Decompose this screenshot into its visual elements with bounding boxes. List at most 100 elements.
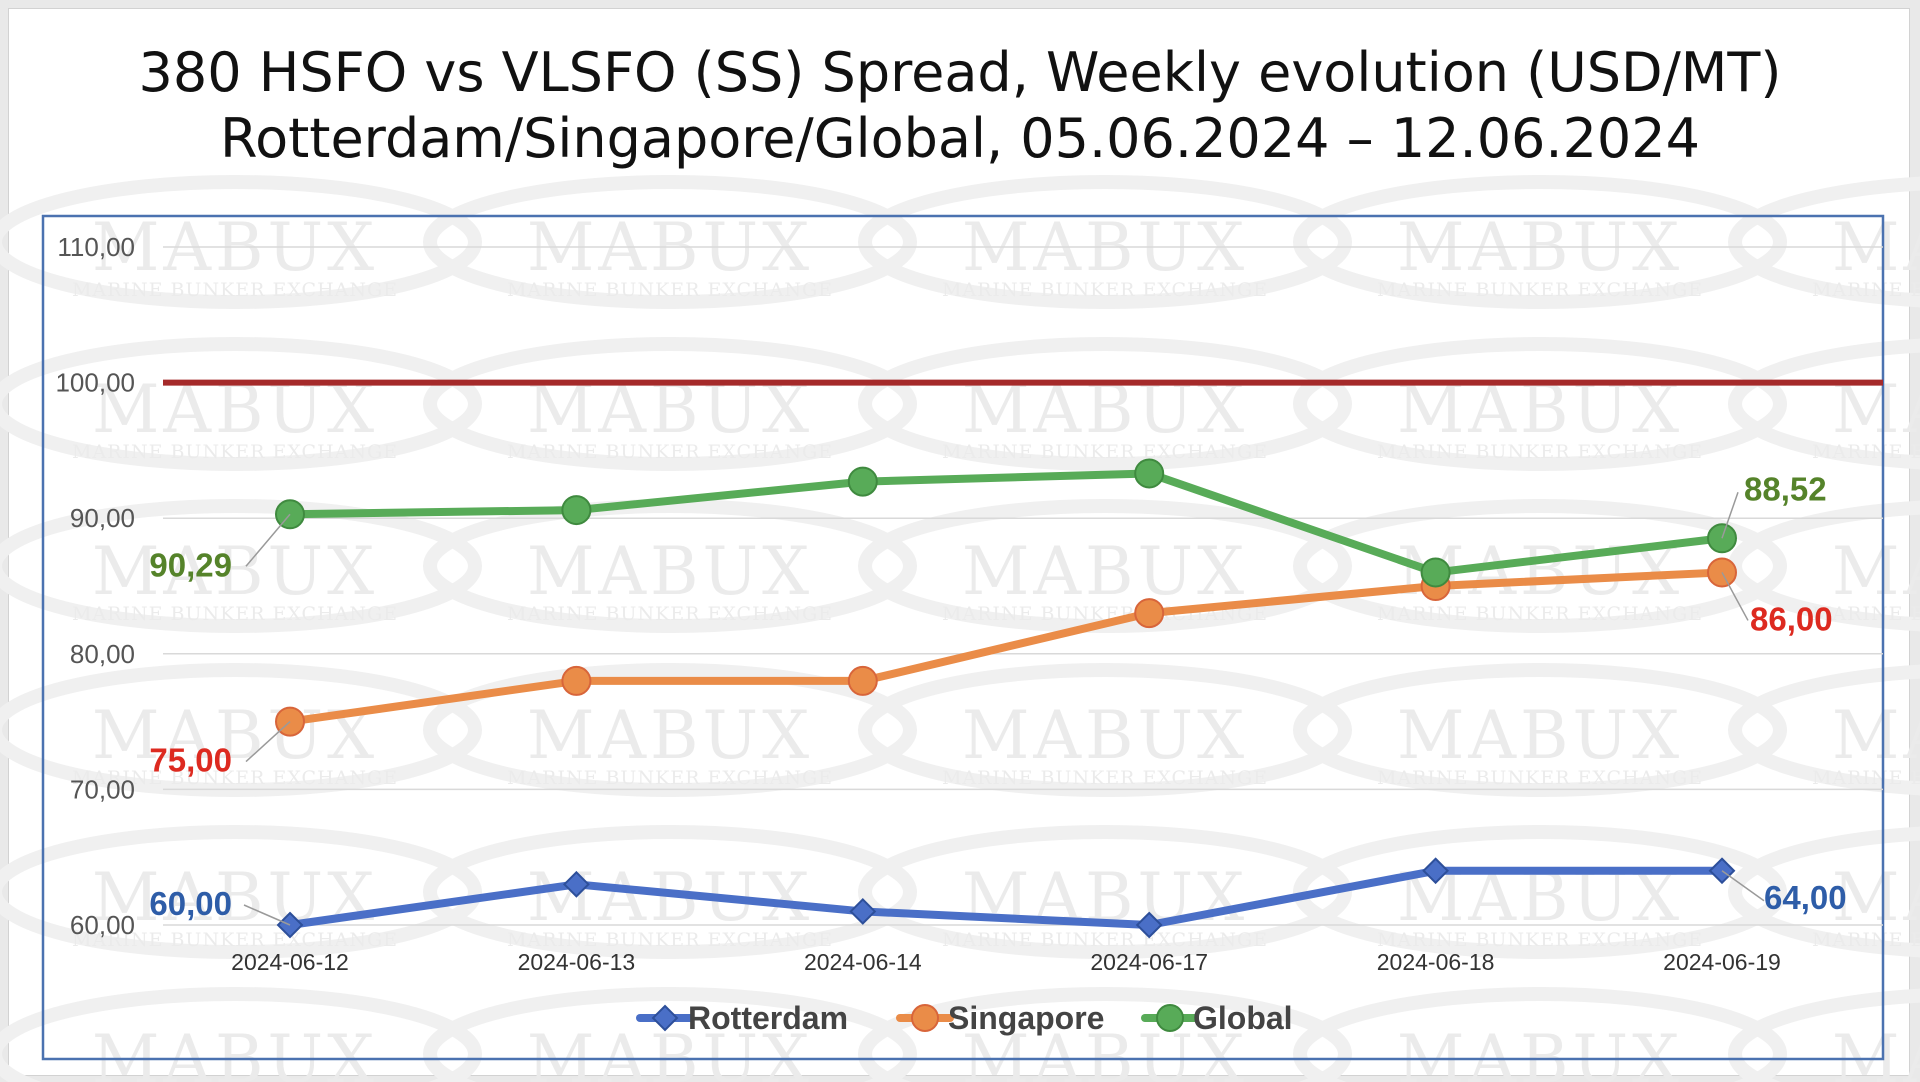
y-axis-ticks: 60,00 70,00 80,00 90,00 100,00 110,00 — [55, 232, 135, 940]
singapore-start-label: 75,00 — [149, 742, 232, 779]
y-tick-label: 70,00 — [70, 774, 135, 804]
watermark-tagline: MARINE BUNKER EXCHANGE — [942, 279, 1268, 301]
rotterdam-start-leader — [243, 904, 291, 926]
watermark-brand: MABUX — [92, 697, 378, 774]
data-labels: 60,00 64,00 75,00 86,00 90,29 88,52 — [149, 470, 1847, 926]
x-tick-label: 2024-06-13 — [518, 949, 636, 975]
watermark-brand: MABUX — [1832, 1021, 1920, 1082]
x-tick-label: 2024-06-18 — [1377, 949, 1495, 975]
watermark-swoosh — [0, 499, 482, 633]
watermark-swoosh — [1728, 826, 1920, 958]
singapore-end-leader — [1721, 572, 1749, 621]
watermark-swoosh — [423, 175, 917, 309]
singapore-point-2024-06-13 — [561, 665, 592, 696]
watermark-swoosh — [0, 175, 482, 309]
global-point-2024-06-18 — [1420, 557, 1451, 588]
global-end-leader — [1721, 492, 1739, 539]
watermark-swoosh — [423, 337, 917, 471]
watermark-tagline: MARINE BUNKER EXCHANGE — [942, 767, 1268, 789]
watermark-tagline: MARINE BUNKER EXCHANGE — [1377, 929, 1703, 951]
watermark-tagline: MARINE BUNKER EXCHANGE — [1377, 767, 1703, 789]
x-tick-label: 2024-06-19 — [1663, 949, 1781, 975]
y-tick-label: 110,00 — [57, 232, 135, 262]
watermark-swoosh — [858, 825, 1352, 959]
series-rotterdam — [276, 857, 1736, 939]
global-legend-marker — [1156, 1004, 1184, 1032]
title-line-2: Rotterdam/Singapore/Global, 05.06.2024 –… — [219, 107, 1701, 170]
watermark-brand: MABUX — [1832, 533, 1920, 610]
watermark-tagline: MARINE BUNKER EXCHANGE — [942, 441, 1268, 463]
global-point-2024-06-14 — [847, 466, 878, 497]
watermark-swoosh — [1293, 175, 1787, 309]
watermark-swoosh — [423, 825, 917, 959]
singapore-point-2024-06-17 — [1134, 598, 1165, 629]
rotterdam-point-2024-06-17 — [1135, 911, 1163, 939]
x-tick-label: 2024-06-14 — [804, 949, 922, 975]
watermark-tagline: MARINE BUNKER EXCHANGE — [72, 767, 398, 789]
watermark-swoosh — [858, 987, 1352, 1082]
watermark-tagline: MARINE BUNKER EXCHANGE — [1812, 603, 1920, 625]
watermark-swoosh — [423, 987, 917, 1082]
singapore-end-label: 86,00 — [1750, 600, 1833, 637]
watermark-tagline: MARINE BUNKER EXCHANGE — [507, 767, 833, 789]
watermark-tagline: MARINE BUNKER EXCHANGE — [507, 279, 833, 301]
legend-item-global: Global — [1141, 1000, 1293, 1036]
watermark-brand: MABUX — [1832, 697, 1920, 774]
rotterdam-point-2024-06-18 — [1422, 857, 1450, 885]
title-line-1: 380 HSFO vs VLSFO (SS) Spread, Weekly ev… — [138, 41, 1782, 104]
global-point-2024-06-13 — [561, 495, 592, 526]
singapore-point-2024-06-14 — [847, 665, 878, 696]
singapore-legend-label: Singapore — [948, 1000, 1104, 1036]
watermark-swoosh — [1728, 176, 1920, 308]
watermark-swoosh — [0, 337, 482, 471]
watermark-tagline: MARINE BUNKER EXCHANGE — [507, 603, 833, 625]
watermark-swoosh — [1728, 664, 1920, 796]
watermark-brand: MABUX — [962, 697, 1248, 774]
watermark-swoosh — [1728, 988, 1920, 1082]
rotterdam-point-2024-06-14 — [849, 898, 877, 925]
series-layer — [275, 458, 1737, 939]
watermark-swoosh — [423, 499, 917, 633]
watermark-swoosh — [1293, 499, 1787, 633]
watermark-brand: MABUX — [1832, 859, 1920, 936]
rotterdam-end-leader — [1721, 870, 1765, 902]
watermark-swoosh — [1293, 987, 1787, 1082]
rotterdam-end-label: 64,00 — [1764, 879, 1847, 916]
watermark-tagline: MARINE BUNKER EXCHANGE — [1377, 279, 1703, 301]
watermark-tagline: MARINE BUNKER EXCHANGE — [507, 441, 833, 463]
watermark-tagline: MARINE BUNKER EXCHANGE — [72, 441, 398, 463]
watermark-brand: MABUX — [527, 533, 813, 610]
chart-title: 380 HSFO vs VLSFO (SS) Spread, Weekly ev… — [0, 40, 1920, 172]
legend-item-rotterdam: Rotterdam — [636, 1000, 848, 1036]
global-end-label: 88,52 — [1744, 470, 1827, 507]
x-tick-label: 2024-06-12 — [231, 949, 349, 975]
watermark-swoosh — [858, 175, 1352, 309]
global-line — [286, 469, 1726, 577]
watermark-tagline: MARINE BUNKER EXCHANGE — [72, 603, 398, 625]
watermark-tagline: MARINE BUNKER EXCHANGE — [1377, 603, 1703, 625]
watermark-brand: MABUX — [962, 1021, 1248, 1082]
watermark-brand: MABUX — [1397, 697, 1683, 774]
